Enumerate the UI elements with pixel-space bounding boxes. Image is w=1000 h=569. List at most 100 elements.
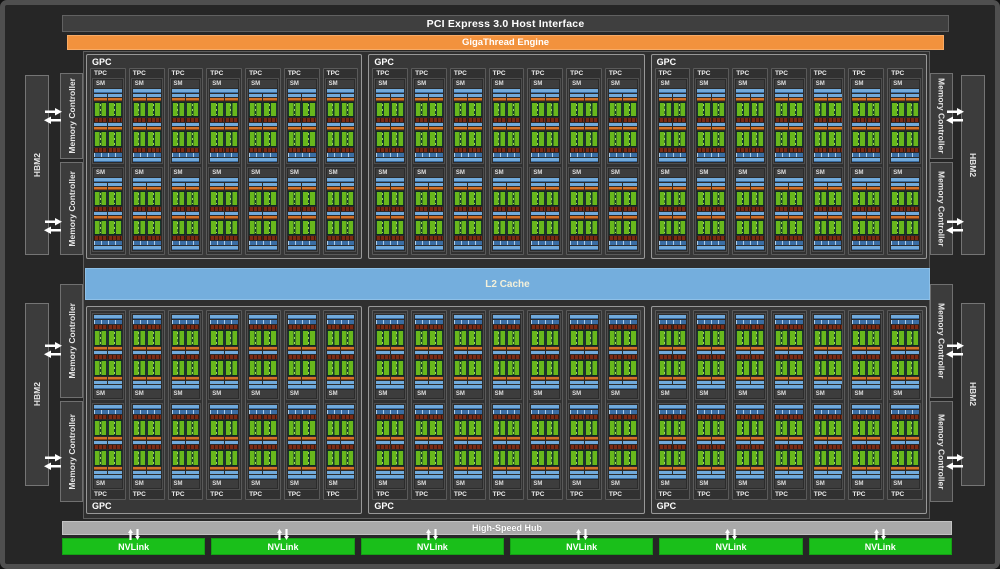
texture-units-bar	[697, 241, 726, 245]
texture-units-bar	[736, 410, 764, 414]
instruction-cache-bar	[697, 475, 726, 479]
load-store-bar	[468, 118, 482, 123]
core-array	[673, 360, 687, 376]
warp-scheduler-bar	[711, 377, 726, 380]
instruction-buffer-bar	[326, 351, 340, 354]
sm-processing-block	[340, 415, 355, 474]
tpc-label: TPC	[774, 70, 788, 77]
warp-scheduler-bar	[658, 127, 673, 131]
load-store-bar	[390, 236, 405, 240]
sm-label: SM	[210, 168, 239, 177]
sm-block: SM	[130, 313, 163, 400]
instruction-buffer-bar	[774, 123, 789, 127]
instruction-buffer-bar	[171, 351, 185, 354]
instruction-buffer-bar	[185, 182, 200, 186]
load-store-bar	[340, 147, 355, 152]
tpc-row: TPC SM SM TPC SM SM TPC SM SM TPC SM SM TPC SM SM TPC SM…	[90, 68, 359, 257]
shared-memory-bar	[531, 157, 560, 162]
warp-scheduler-bar	[866, 215, 881, 219]
warp-scheduler-bar	[429, 186, 443, 190]
instruction-cache-bar	[415, 385, 443, 389]
warp-scheduler-bar	[94, 98, 108, 101]
load-store-bar	[171, 147, 185, 152]
instruction-buffer-bar	[94, 471, 108, 474]
sm-content	[890, 404, 920, 480]
instruction-buffer-bar	[750, 471, 764, 474]
warp-scheduler-bar	[789, 98, 803, 101]
instruction-cache-bar	[813, 385, 842, 389]
sm-content	[569, 314, 599, 390]
tpc-row: TPC SM SM TPC SM SM TPC SM SM TPC SM SM TPC SM SM TPC SM…	[654, 308, 924, 500]
sm-processing-block	[210, 415, 224, 474]
instruction-buffer-bar	[340, 441, 355, 444]
warp-scheduler-bar	[468, 347, 482, 350]
warp-scheduler-bar	[340, 377, 355, 380]
sm-columns	[891, 182, 920, 240]
instruction-buffer-bar	[376, 211, 390, 215]
instruction-buffer-bar	[326, 471, 340, 474]
hbm2-label: HBM2	[968, 152, 978, 178]
shared-memory-bar	[171, 405, 200, 409]
warp-scheduler-bar	[813, 186, 828, 190]
instruction-cache-bar	[570, 385, 598, 389]
core-array	[132, 219, 147, 235]
core-array	[326, 219, 340, 235]
sm-label: SM	[132, 390, 161, 398]
nvlink-block: NVLink	[509, 529, 654, 555]
sm-stack: SM SM	[850, 78, 883, 254]
sm-columns	[326, 325, 355, 384]
sm-stack: SM SM	[811, 78, 844, 254]
memory-transfer-arrows-icon	[44, 218, 62, 234]
load-store-bar	[584, 415, 598, 419]
instruction-buffer-bar	[545, 182, 560, 186]
sm-content	[132, 314, 162, 390]
sm-content	[375, 314, 405, 390]
texture-units-bar	[415, 410, 443, 414]
warp-scheduler-bar	[623, 186, 637, 190]
load-store-bar	[340, 325, 355, 329]
load-store-bar	[492, 415, 507, 419]
core-array	[813, 450, 828, 466]
sm-label: SM	[531, 390, 560, 398]
warp-scheduler-bar	[132, 347, 147, 350]
warp-scheduler-bar	[224, 215, 239, 219]
warp-scheduler-bar	[608, 215, 623, 219]
sm-processing-block	[108, 182, 122, 240]
shared-memory-bar	[171, 246, 200, 250]
sm-stack: SM SM	[130, 311, 163, 490]
instruction-buffer-bar	[429, 381, 443, 384]
sm-columns	[697, 94, 726, 152]
instruction-buffer-bar	[287, 381, 302, 384]
load-store-bar	[750, 445, 764, 449]
warp-scheduler-bar	[263, 98, 277, 101]
sm-columns	[736, 415, 764, 474]
instruction-buffer-bar	[147, 182, 161, 186]
instruction-buffer-bar	[658, 182, 673, 186]
sm-block: SM	[656, 403, 689, 490]
tpc-block: TPC SM SM	[372, 310, 409, 500]
sm-columns	[453, 415, 482, 474]
sm-label: SM	[94, 168, 122, 177]
load-store-bar	[302, 325, 316, 329]
shared-memory-bar	[531, 315, 560, 319]
instruction-cache-bar	[210, 89, 239, 93]
warp-scheduler-bar	[570, 467, 584, 470]
shared-memory-bar	[774, 246, 803, 250]
instruction-buffer-bar	[852, 123, 866, 127]
shared-memory-bar	[287, 157, 316, 162]
shared-memory-bar	[852, 246, 881, 250]
instruction-buffer-bar	[750, 123, 764, 127]
sm-processing-block	[905, 415, 920, 474]
sm-label: SM	[453, 480, 482, 488]
core-array	[866, 360, 881, 376]
instruction-buffer-bar	[711, 471, 726, 474]
load-store-bar	[570, 118, 584, 123]
instruction-buffer-bar	[147, 123, 161, 127]
load-store-bar	[224, 355, 239, 359]
instruction-cache-bar	[453, 385, 482, 389]
instruction-buffer-bar	[210, 441, 224, 444]
warp-scheduler-bar	[415, 98, 429, 101]
texture-units-bar	[376, 152, 405, 157]
core-array	[453, 360, 468, 376]
sm-stack: SM SM	[413, 78, 445, 254]
